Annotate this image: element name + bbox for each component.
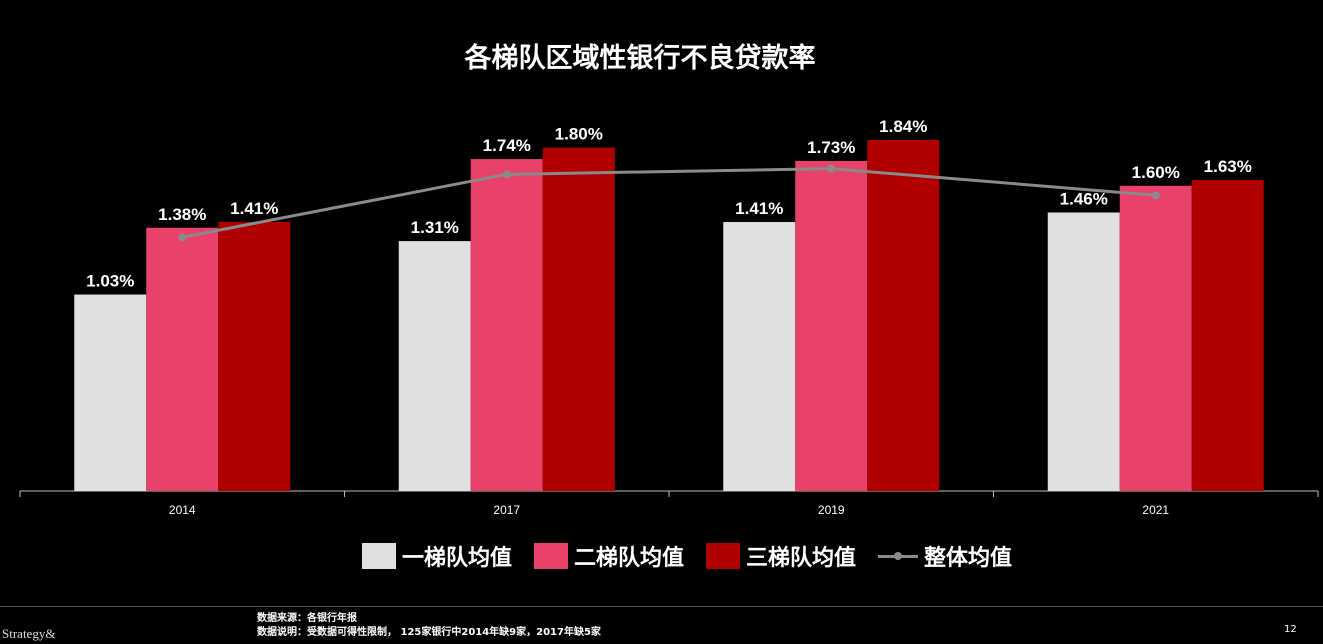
bar (74, 294, 147, 491)
legend-item-tier1: 一梯队均值 (362, 540, 512, 572)
legend-swatch-tier2 (534, 543, 569, 569)
legend-swatch-tier3 (706, 543, 741, 569)
source-line: 数据来源：各银行年报 (257, 613, 357, 624)
bar (470, 159, 543, 491)
bar (1047, 212, 1120, 491)
note-line: 数据说明：受数据可得性限制， 125家银行中2014年缺9家，2017年缺5家 (257, 627, 601, 638)
data-label: 1.60% (1132, 163, 1180, 182)
line-point (1151, 191, 1160, 200)
bar (146, 227, 219, 491)
bar (1191, 180, 1264, 491)
chart-title: 各梯队区域性银行不良贷款率 (464, 43, 816, 74)
bar (218, 222, 291, 492)
x-tick-label: 2021 (1142, 503, 1169, 517)
x-tick-label: 2017 (493, 503, 520, 517)
data-label: 1.38% (158, 205, 206, 224)
legend: 一梯队均值 二梯队均值 三梯队均值 整体均值 (362, 540, 1034, 572)
legend-swatch-tier1 (362, 543, 396, 569)
x-tick-label: 2014 (169, 503, 196, 517)
bar (795, 160, 868, 491)
legend-label-overall: 整体均值 (924, 546, 1013, 571)
source-notes: 数据来源：各银行年报 数据说明：受数据可得性限制， 125家银行中2014年缺9… (257, 612, 601, 640)
bar (723, 222, 796, 492)
overall-average-line (181, 167, 1156, 239)
page-number: 12 (1284, 624, 1297, 635)
bar (542, 147, 615, 491)
data-label: 1.41% (230, 199, 278, 218)
footer-divider (0, 606, 1323, 607)
bar (867, 140, 940, 491)
data-label: 1.84% (879, 117, 927, 136)
brand-logo: Strategy& (2, 626, 56, 641)
bar (398, 241, 471, 491)
data-label: 1.31% (411, 218, 459, 237)
line-point (827, 164, 836, 173)
bar-chart: 1.03% 1.38% 1.41% 2014 1.31% 1.74% 1.80% 2017 1.… (19, 117, 1319, 517)
line-point (178, 233, 187, 242)
data-label: 1.63% (1204, 157, 1252, 176)
legend-label-tier1: 一梯队均值 (402, 546, 513, 571)
data-label: 1.03% (86, 272, 134, 291)
bar (1119, 185, 1192, 492)
legend-item-overall: 整体均值 (878, 540, 1012, 572)
legend-item-tier3: 三梯队均值 (706, 540, 856, 572)
legend-item-tier2: 二梯队均值 (534, 540, 684, 572)
x-tick-label: 2019 (818, 503, 845, 517)
line-point (502, 170, 511, 179)
legend-label-tier3: 三梯队均值 (746, 546, 857, 571)
legend-swatch-overall-line (878, 543, 919, 569)
data-label: 1.46% (1060, 189, 1108, 208)
data-label: 1.73% (807, 138, 855, 157)
data-label: 1.41% (735, 199, 783, 218)
legend-label-tier2: 二梯队均值 (574, 546, 685, 571)
data-label: 1.80% (555, 125, 603, 144)
data-label: 1.74% (483, 136, 531, 155)
